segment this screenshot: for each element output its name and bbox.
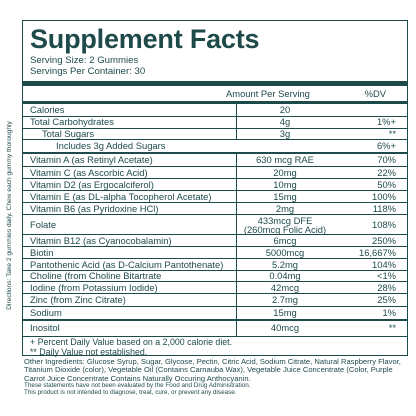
nutrient-dv: 1%+: [376, 116, 396, 127]
nutrient-amount: 20mg: [236, 167, 333, 178]
nutrient-row-inositol: Inositol 40mcg **: [23, 320, 407, 336]
nutrient-row-vitamin-b6: Vitamin B6 (as Pyridoxine HCl) 2mg 118%: [23, 202, 407, 214]
serving-size: Serving Size: 2 Gummies: [30, 55, 139, 66]
nutrient-dv: 1%: [382, 307, 396, 318]
nutrient-name: Zinc (from Zinc Citrate): [30, 294, 126, 305]
nutrient-name: Folate: [30, 218, 57, 230]
nutrient-dv: 6%+: [376, 139, 396, 151]
nutrient-amount: 2.7mg: [236, 294, 333, 306]
nutrient-amount: 42mcg: [236, 282, 333, 293]
nutrient-row-vitamin-c: Vitamin C (as Ascorbic Acid) 20mg 22%: [23, 166, 407, 178]
servings-per-container: Servings Per Container: 30: [30, 66, 146, 77]
nutrient-name: Pantothenic Acid (as D-Calcium Pantothen…: [30, 258, 224, 270]
nutrient-dv: <1%: [376, 270, 396, 281]
nutrient-dv: 108%: [372, 218, 396, 230]
other-ingredients: Other Ingredients: Glucose Syrup, Sugar,…: [24, 357, 401, 383]
nutrient-row-biotin: Biotin 5000mcg 16,667%: [23, 246, 407, 258]
dv-header: %DV: [364, 88, 386, 99]
folate-folic-acid: (260mcg Folic Acid): [243, 223, 327, 235]
nutrient-name: Inositol: [30, 322, 60, 334]
nutrient-name: Total Carbohydrates: [30, 116, 114, 127]
nutrient-amount: 15mg: [236, 191, 333, 202]
nutrient-name: Choline (from Choline Bitartrate: [30, 270, 162, 281]
nutrient-amount: 5000mcg: [236, 247, 333, 258]
amount-header: Amount Per Serving: [226, 88, 310, 99]
nutrient-row-sodium: Sodium 15mg 1%: [23, 306, 407, 319]
nutrient-row-sugars: Total Sugars 3g **: [23, 127, 407, 139]
nutrient-row-vitamin-a: Vitamin A (as Retinyl Acetate) 630 mcg R…: [23, 154, 407, 166]
nutrient-name: Calories: [30, 103, 65, 115]
nutrient-row-carbohydrates: Total Carbohydrates 4g 1%+: [23, 115, 407, 128]
nutrient-name: Total Sugars: [42, 127, 95, 139]
nutrient-row-pantothenic-acid: Pantothenic Acid (as D-Calcium Pantothen…: [23, 258, 407, 270]
footnote-divider: [23, 335, 407, 338]
thick-divider: [23, 81, 407, 86]
nutrient-dv: 50%: [377, 178, 396, 190]
nutrient-amount: 2mg: [236, 203, 333, 214]
nutrient-dv: 25%: [377, 294, 396, 305]
nutrient-row-zinc: Zinc (from Zinc Citrate) 2.7mg 25%: [23, 293, 407, 306]
nutrient-dv: 100%: [372, 190, 396, 202]
supplement-facts-panel: Supplement Facts Serving Size: 2 Gummies…: [22, 20, 408, 356]
nutrient-dv: **: [388, 127, 396, 139]
nutrient-amount: 6mcg: [236, 235, 333, 246]
footnote-percent-dv: + Percent Daily Value based on a 2,000 c…: [30, 337, 233, 348]
section-divider: [23, 151, 407, 154]
nutrient-amount: [236, 140, 333, 152]
nutrient-dv: 16,667%: [358, 246, 396, 258]
nutrient-amount: 15mg: [236, 307, 333, 319]
nutrient-row-added-sugars: Includes 3g Added Sugars 6%+: [23, 138, 407, 152]
nutrient-name: Biotin: [30, 246, 54, 258]
fda-statement-2: This product is not intended to diagnose…: [24, 388, 237, 396]
nutrient-amount: 0.04mg: [236, 271, 333, 281]
nutrient-dv: 104%: [372, 258, 396, 270]
nutrient-amount: 40mcg: [236, 320, 333, 336]
nutrient-amount: 433mcg DFE (260mcg Folic Acid): [236, 215, 333, 234]
nutrient-amount: 4g: [236, 116, 333, 128]
nutrient-row-folate: Folate 433mcg DFE (260mcg Folic Acid) 10…: [23, 214, 407, 234]
nutrient-amount: 5.2mg: [236, 259, 333, 270]
nutrient-amount: 630 mcg RAE: [236, 154, 333, 166]
nutrient-row-vitamin-e: Vitamin E (as DL-alpha Tocopherol Acetat…: [23, 190, 407, 202]
directions-side-text: Directions: Take 2 gummies daily. Chew e…: [2, 70, 16, 360]
nutrient-name: Iodine (from Potassium Iodide): [30, 281, 158, 293]
nutrient-dv: 22%: [377, 166, 396, 178]
fda-statement-1: These statements have not been evaluated…: [24, 381, 251, 389]
nutrient-amount: 20: [236, 103, 333, 116]
nutrient-name: Sodium: [30, 307, 62, 318]
nutrient-amount: 3g: [236, 128, 333, 139]
nutrient-name: Includes 3g Added Sugars: [56, 139, 166, 151]
nutrient-dv: 70%: [377, 154, 396, 165]
nutrient-row-vitamin-b12: Vitamin B12 (as Cyanocobalamin) 6mcg 250…: [23, 234, 407, 246]
nutrient-row-choline: Choline (from Choline Bitartrate 0.04mg …: [23, 270, 407, 281]
section-divider: [23, 319, 407, 321]
nutrient-name: Vitamin B12 (as Cyanocobalamin): [30, 234, 172, 246]
directions-text: Directions: Take 2 gummies daily. Chew e…: [5, 120, 13, 310]
nutrient-name: Vitamin A (as Retinyl Acetate): [30, 154, 153, 165]
nutrient-row-calories: Calories 20: [23, 103, 407, 116]
nutrient-row-iodine: Iodine (from Potassium Iodide) 42mcg 28%: [23, 281, 407, 293]
footnote-dv-not-established: ** Daily Value not established.: [30, 346, 148, 357]
nutrient-dv: 28%: [377, 281, 396, 293]
nutrient-dv: 118%: [372, 202, 396, 214]
nutrient-amount: 10mg: [236, 179, 333, 190]
column-header: Amount Per Serving %DV: [30, 86, 400, 101]
panel-title: Supplement Facts: [30, 24, 260, 54]
folate-dfe: 433mcg DFE: [257, 214, 313, 226]
nutrient-name: Vitamin B6 (as Pyridoxine HCl): [30, 202, 159, 214]
nutrient-dv: 250%: [372, 234, 396, 246]
nutrient-name: Vitamin C (as Ascorbic Acid): [30, 166, 148, 178]
nutrient-row-vitamin-d2: Vitamin D2 (as Ergocalciferol) 10mg 50%: [23, 178, 407, 190]
nutrient-name: Vitamin D2 (as Ergocalciferol): [30, 178, 154, 190]
header-divider: [23, 101, 407, 104]
nutrient-name: Vitamin E (as DL-alpha Tocopherol Acetat…: [30, 190, 212, 202]
nutrient-dv: **: [388, 322, 396, 334]
other-ingredients-block: Other Ingredients: Glucose Syrup, Sugar,…: [24, 357, 408, 397]
